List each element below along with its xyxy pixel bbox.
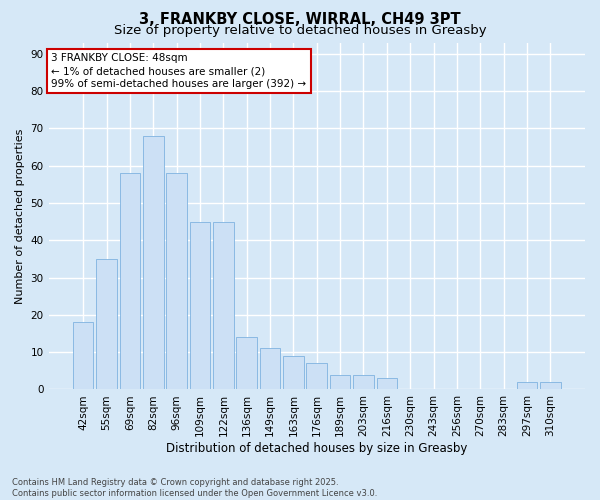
- Bar: [166, 173, 187, 390]
- Bar: [190, 222, 210, 390]
- Y-axis label: Number of detached properties: Number of detached properties: [15, 128, 25, 304]
- Text: Size of property relative to detached houses in Greasby: Size of property relative to detached ho…: [113, 24, 487, 37]
- Bar: [517, 382, 537, 390]
- Bar: [260, 348, 280, 390]
- Bar: [540, 382, 560, 390]
- Bar: [213, 222, 233, 390]
- Text: 3 FRANKBY CLOSE: 48sqm
← 1% of detached houses are smaller (2)
99% of semi-detac: 3 FRANKBY CLOSE: 48sqm ← 1% of detached …: [51, 53, 307, 90]
- X-axis label: Distribution of detached houses by size in Greasby: Distribution of detached houses by size …: [166, 442, 467, 455]
- Bar: [96, 259, 117, 390]
- Bar: [307, 364, 327, 390]
- Bar: [353, 374, 374, 390]
- Text: Contains HM Land Registry data © Crown copyright and database right 2025.
Contai: Contains HM Land Registry data © Crown c…: [12, 478, 377, 498]
- Bar: [377, 378, 397, 390]
- Bar: [330, 374, 350, 390]
- Text: 3, FRANKBY CLOSE, WIRRAL, CH49 3PT: 3, FRANKBY CLOSE, WIRRAL, CH49 3PT: [139, 12, 461, 28]
- Bar: [73, 322, 94, 390]
- Bar: [119, 173, 140, 390]
- Bar: [143, 136, 164, 390]
- Bar: [236, 337, 257, 390]
- Bar: [283, 356, 304, 390]
